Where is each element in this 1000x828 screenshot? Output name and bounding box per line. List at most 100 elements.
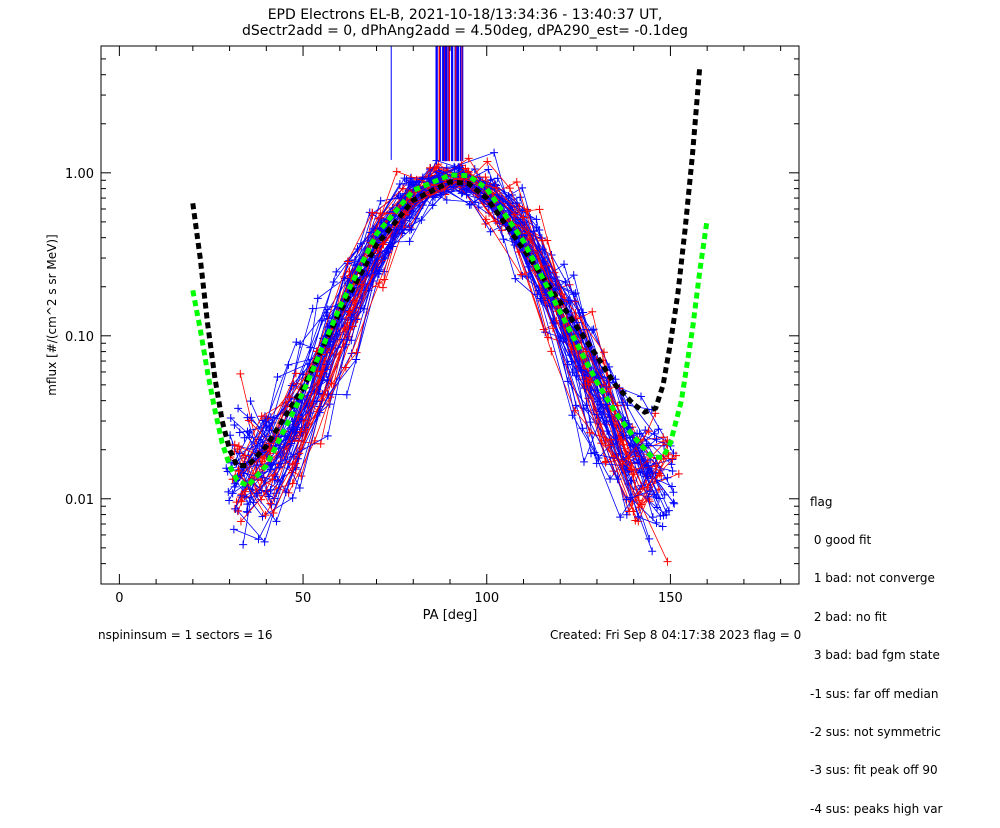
measured-point (569, 271, 578, 280)
measured-point (454, 162, 463, 171)
measured-point (504, 192, 513, 201)
measured-point (575, 309, 584, 318)
measured-point (400, 174, 409, 183)
measured-point (491, 183, 500, 192)
measured-point (663, 557, 672, 566)
measured-point (534, 286, 543, 295)
flag-legend: flag 0 good fit 1 bad: not converge 2 ba… (810, 470, 942, 828)
measured-point (532, 215, 541, 224)
measured-point (272, 517, 281, 526)
measured-point (228, 489, 237, 498)
measured-point (224, 487, 233, 496)
measured-point (295, 484, 304, 493)
x-tick-label: 150 (658, 591, 683, 606)
measured-curve (239, 181, 677, 506)
measured-point (417, 215, 426, 224)
chart-title-line1: EPD Electrons EL-B, 2021-10-18/13:34:36 … (267, 7, 663, 23)
measured-point (407, 178, 416, 187)
measured-point (257, 412, 266, 421)
measured-point (392, 167, 401, 176)
measured-point (599, 348, 608, 357)
measured-curve (229, 177, 651, 504)
measured-point (341, 363, 350, 372)
measured-point (606, 474, 615, 483)
measured-point (462, 190, 471, 199)
measured-point (260, 537, 269, 546)
measured-curve (235, 166, 655, 510)
measured-point (644, 427, 653, 436)
measured-point (241, 451, 250, 460)
measured-point (230, 421, 239, 430)
measured-point (587, 449, 596, 458)
measured-point (352, 355, 361, 364)
measured-point (511, 274, 520, 283)
measured-curve (257, 184, 658, 498)
measured-point (490, 148, 499, 157)
measured-point (322, 308, 331, 317)
measured-point (345, 267, 354, 276)
measured-point (586, 378, 595, 387)
measured-point (262, 414, 271, 423)
measured-point (568, 411, 577, 420)
measured-point (571, 401, 580, 410)
measured-point (662, 508, 671, 517)
measured-point (481, 215, 490, 224)
measured-point (616, 435, 625, 444)
measured-point (239, 540, 248, 549)
measured-point (373, 269, 382, 278)
measured-point (376, 196, 385, 205)
measured-point (268, 475, 277, 484)
black-fit-curve (190, 66, 703, 468)
green-fit-curve (190, 172, 710, 489)
measured-point (668, 467, 677, 476)
measured-point (319, 391, 328, 400)
measured-point (592, 459, 601, 468)
measured-point (323, 431, 332, 440)
measured-point (601, 458, 610, 467)
measured-point (234, 442, 243, 451)
y-tick-label: 0.10 (65, 330, 94, 345)
measured-point (297, 472, 306, 481)
measured-curve (236, 173, 664, 495)
measured-point (629, 470, 638, 479)
measured-point (343, 257, 352, 266)
measured-point (464, 167, 473, 176)
measured-point (329, 277, 338, 286)
measured-point (564, 296, 573, 305)
legend-item: -2 sus: not symmetric (810, 724, 941, 739)
measured-point (653, 503, 662, 512)
measured-point (585, 428, 594, 437)
measured-point (563, 360, 572, 369)
measured-point (237, 497, 246, 506)
measured-curve (247, 188, 653, 552)
measured-point (535, 205, 544, 214)
x-tick-label: 100 (474, 591, 499, 606)
measured-point (243, 427, 252, 436)
measured-point (234, 404, 243, 413)
measured-point (284, 360, 293, 369)
measured-point (405, 237, 414, 246)
measured-point (618, 459, 627, 468)
measured-point (467, 200, 476, 209)
measured-point (234, 467, 243, 476)
measured-point (287, 439, 296, 448)
measured-curve (237, 182, 652, 478)
measured-point (627, 465, 636, 474)
measured-point (379, 240, 388, 249)
measured-point (538, 236, 547, 245)
observation-curves (222, 46, 683, 566)
measured-point (243, 500, 252, 509)
measured-point (652, 493, 661, 502)
measured-point (581, 380, 590, 389)
measured-point (269, 508, 278, 517)
measured-point (622, 495, 631, 504)
measured-point (613, 475, 622, 484)
measured-point (246, 397, 255, 406)
measured-point (512, 178, 521, 187)
measured-point (516, 193, 525, 202)
measured-point (674, 469, 683, 478)
measured-point (229, 525, 238, 534)
legend-item: 1 bad: not converge (810, 571, 935, 586)
measured-point (484, 165, 493, 174)
measured-point (442, 196, 451, 205)
